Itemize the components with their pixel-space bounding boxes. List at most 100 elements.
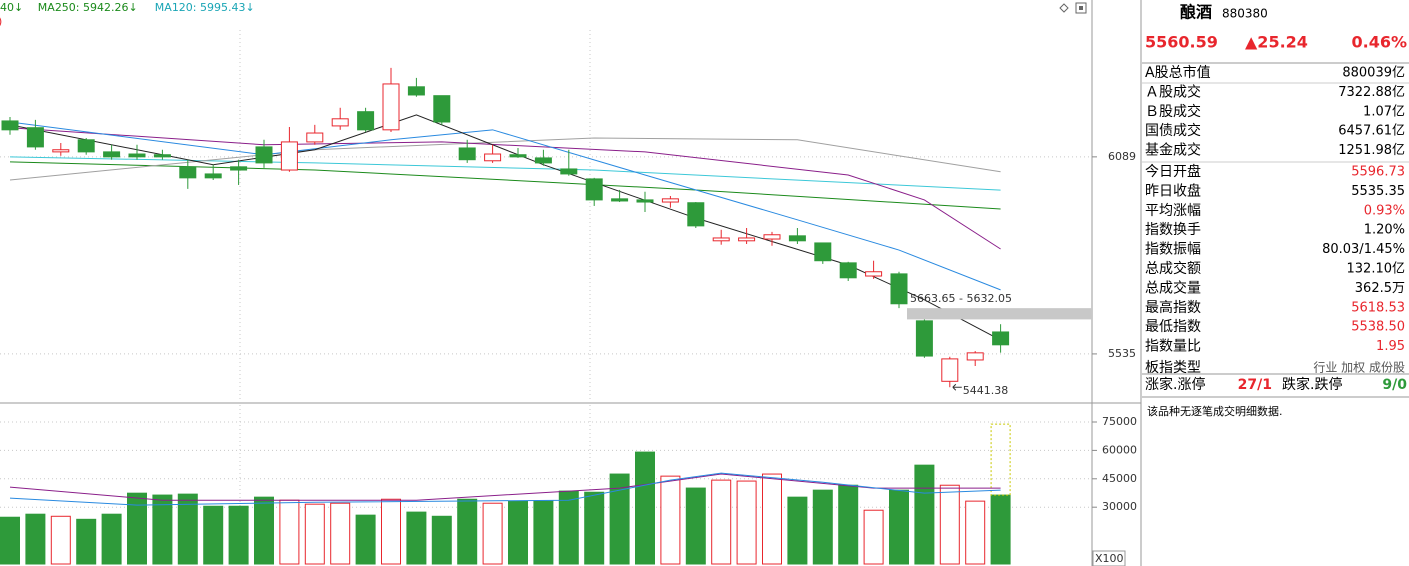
panel-value: 0.93% [1364, 203, 1405, 218]
candle-body [560, 168, 578, 175]
candle-body [915, 320, 933, 357]
volume-bar [457, 498, 478, 565]
panel-value: 80.03/1.45% [1322, 242, 1405, 257]
volume-bar [177, 493, 198, 565]
volume-bar [279, 499, 300, 565]
panel-label: 总成交量 [1145, 279, 1201, 296]
panel-label: 平均涨幅 [1145, 203, 1201, 219]
candle-body [534, 157, 552, 164]
panel-note: 该品种无逐笔成交明细数据. [1147, 404, 1283, 418]
y-tick-label: 75000 [1102, 415, 1137, 428]
volume-bar [838, 484, 859, 565]
candle-body [992, 331, 1010, 346]
breadth-label: 跌家.跌停 [1282, 376, 1342, 393]
y-tick-label: 60000 [1102, 443, 1137, 456]
volume-bar [863, 509, 884, 565]
panel-value: 1.95 [1376, 339, 1405, 354]
candle-body [611, 198, 629, 202]
candle-body [204, 173, 222, 179]
ma-header: ) [0, 15, 2, 28]
panel-value: 1251.98亿 [1338, 143, 1405, 158]
ma-line [9, 156, 1001, 191]
panel-label: Ｂ股成交 [1145, 103, 1201, 120]
candle-body [687, 202, 705, 227]
ma-line [9, 137, 1001, 181]
candle-body [52, 149, 70, 153]
volume-bar [812, 489, 833, 565]
panel-value: 5596.73 [1351, 165, 1405, 180]
candle-body [763, 234, 781, 240]
breadth-value: 27/1 [1238, 377, 1272, 393]
panel-value: 1.07亿 [1363, 104, 1405, 119]
panel-change: ▲25.24 [1245, 33, 1308, 52]
panel-value: 5538.50 [1351, 320, 1405, 335]
volume-bar [330, 502, 351, 565]
gap-band [907, 308, 1092, 320]
panel-label: 最低指数 [1145, 319, 1201, 335]
panel-label: 昨日收盘 [1145, 182, 1201, 199]
candle-body [407, 86, 425, 96]
ma-header: MA250: 5942.26↓ [38, 1, 138, 14]
icon[interactable] [1059, 3, 1069, 13]
ma-line [9, 472, 1001, 506]
y-tick-label: 6089 [1108, 150, 1136, 163]
ma-line [9, 161, 1001, 210]
candle-body [839, 262, 857, 279]
panel-label: 国债成交 [1145, 122, 1201, 139]
panel-value: 1.20% [1364, 223, 1405, 238]
candle-body [255, 146, 273, 164]
panel-value: 行业 加权 成份股 [1313, 361, 1405, 375]
y-tick-label: 45000 [1102, 472, 1137, 485]
volume-bar [101, 513, 122, 565]
panel-value: 5535.35 [1351, 184, 1405, 199]
candle-body [230, 166, 248, 171]
panel-label: 板指类型 [1145, 360, 1201, 376]
panel-value: 132.10亿 [1347, 262, 1406, 277]
candle-body [585, 178, 603, 201]
unit-box [1092, 550, 1126, 566]
panel-label: 总成交额 [1145, 260, 1201, 277]
y-tick-label: 30000 [1102, 500, 1137, 513]
volume-bar [431, 515, 452, 565]
candle-body [280, 141, 298, 171]
volume-bar [152, 494, 173, 565]
volume-bar [406, 511, 427, 565]
candle-body [382, 83, 400, 131]
volume-bar [990, 494, 1011, 565]
volume-bar [203, 505, 224, 565]
breadth-value: 9/0 [1382, 377, 1407, 393]
volume-bar [508, 500, 528, 565]
icon[interactable] [1075, 2, 1087, 14]
volume-bar [685, 487, 706, 565]
candle-body [306, 132, 324, 143]
volume-bar [660, 475, 681, 565]
volume-bar [762, 473, 782, 565]
volume-bar [736, 480, 757, 565]
panel-value: 880039亿 [1342, 66, 1405, 81]
volume-bar [304, 503, 325, 565]
volume-bar [50, 515, 71, 565]
candle-body [357, 111, 375, 131]
volume-bar [711, 479, 732, 565]
low-arrow [952, 383, 962, 391]
panel-label: Ａ股成交 [1145, 83, 1201, 100]
panel-label: 指数振幅 [1145, 242, 1201, 258]
panel-label: 指数量比 [1145, 339, 1201, 355]
candle-body [103, 151, 121, 158]
volume-bar [584, 491, 605, 565]
panel-value: 7322.88亿 [1338, 85, 1405, 100]
volume-bar [76, 518, 97, 565]
candle-body [179, 166, 197, 179]
candle-body [788, 235, 806, 242]
candle-body [890, 273, 908, 305]
ma-header: 40↓ [0, 1, 23, 14]
panel-label: A股总市值 [1145, 64, 1211, 81]
volume-bar [914, 464, 935, 565]
breadth-label: 涨家.涨停 [1145, 376, 1205, 393]
panel-price: 5560.59 [1145, 33, 1218, 52]
candle-body [814, 242, 832, 262]
icon[interactable] [1079, 6, 1083, 10]
gap-label: 5663.65 - 5632.05 [910, 292, 1012, 305]
panel-value: 6457.61亿 [1338, 124, 1405, 139]
